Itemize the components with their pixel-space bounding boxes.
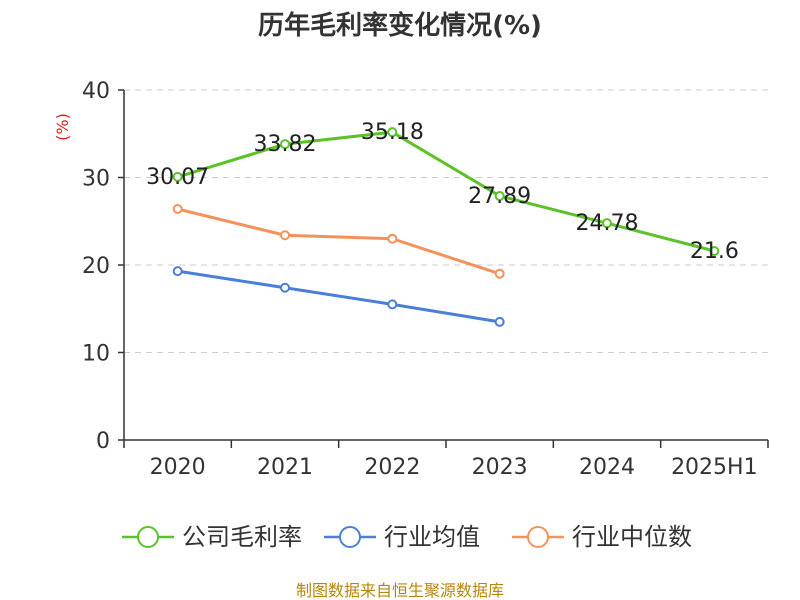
data-point[interactable] xyxy=(280,139,290,150)
y-tick-label: 30 xyxy=(82,167,110,192)
legend[interactable]: 公司毛利率 行业均值 行业中位数 xyxy=(122,523,692,551)
x-tick-label: 2023 xyxy=(472,455,528,480)
x-tick-label: 2020 xyxy=(150,455,206,480)
legend-label: 公司毛利率 xyxy=(182,523,302,551)
data-point[interactable] xyxy=(172,266,183,277)
y-tick-label: 0 xyxy=(96,429,110,454)
data-point[interactable] xyxy=(709,246,720,256)
data-point[interactable] xyxy=(280,230,290,241)
data-point[interactable] xyxy=(602,218,612,229)
chart-title: 历年毛利率变化情况(%) xyxy=(258,10,542,41)
data-point[interactable] xyxy=(494,268,505,279)
series-0: 30.07 33.82 35.18 27.89 24.78 21.6 xyxy=(146,120,739,264)
data-point[interactable] xyxy=(172,204,183,214)
series-line xyxy=(177,130,715,253)
legend-marker xyxy=(339,526,361,548)
x-tick-label: 2024 xyxy=(579,455,635,480)
data-label: 27.89 xyxy=(468,184,531,209)
series-group: 30.07 33.82 35.18 27.89 24.78 21.6 xyxy=(146,120,739,327)
series-line xyxy=(177,207,501,276)
data-label: 33.82 xyxy=(254,132,317,157)
y-axis-label: (%) xyxy=(53,113,72,141)
data-label: 35.18 xyxy=(361,120,424,145)
data-point[interactable] xyxy=(280,282,290,293)
axes: 0 10 20 30 40 2020 2021 2022 2023 2024 2025H1 xyxy=(82,79,769,480)
data-point[interactable] xyxy=(387,127,398,138)
x-tick-label: 2021 xyxy=(257,455,313,480)
data-label: 24.78 xyxy=(576,211,639,236)
legend-item-0[interactable]: 公司毛利率 xyxy=(122,523,302,551)
legend-label: 行业均值 xyxy=(384,523,480,551)
y-tick-label: 10 xyxy=(82,342,110,367)
x-tick-label: 2025H1 xyxy=(671,455,758,480)
legend-marker xyxy=(527,526,549,548)
legend-item-2[interactable]: 行业中位数 xyxy=(512,523,692,551)
data-point[interactable] xyxy=(494,316,505,327)
legend-item-1[interactable]: 行业均值 xyxy=(324,523,480,551)
x-tick-label: 2022 xyxy=(364,455,420,480)
series-line xyxy=(177,269,500,324)
series-2 xyxy=(172,204,505,279)
y-tick-label: 40 xyxy=(82,79,110,104)
legend-label: 行业中位数 xyxy=(572,523,692,551)
data-point[interactable] xyxy=(172,171,183,182)
legend-marker xyxy=(137,526,159,548)
data-source-note: 制图数据来自恒生聚源数据库 xyxy=(296,581,504,600)
data-label: 21.6 xyxy=(690,239,739,264)
data-label: 30.07 xyxy=(146,165,209,190)
data-point[interactable] xyxy=(387,233,398,244)
y-tick-label: 20 xyxy=(82,254,110,279)
data-point[interactable] xyxy=(494,190,505,201)
grid-lines xyxy=(124,89,768,353)
data-point[interactable] xyxy=(387,299,398,310)
series-1 xyxy=(172,266,505,327)
